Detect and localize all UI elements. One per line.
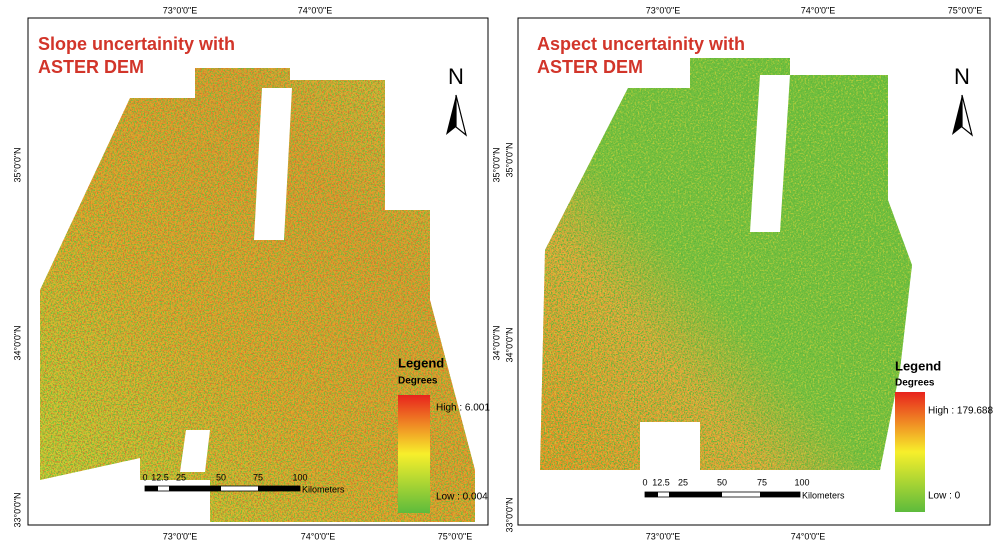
right-coord: 34°0'0"N (491, 325, 501, 360)
left-coord: 34°0'0"N (12, 325, 22, 360)
bottom-coord: 74°0'0"E (791, 531, 826, 541)
scale-label: 50 (216, 472, 226, 482)
scale-unit: Kilometers (802, 490, 845, 500)
scale-label: 12.5 (652, 477, 670, 487)
scale-label: 100 (794, 477, 809, 487)
north-label: N (954, 64, 970, 89)
bottom-coord: 73°0'0"E (163, 531, 198, 541)
scale-seg (645, 492, 658, 497)
top-coord: 75°0'0"E (948, 5, 983, 15)
map-title: ASTER DEM (537, 57, 643, 77)
left-coord: 33°0'0"N (12, 492, 22, 527)
legend-ramp (398, 395, 430, 513)
legend-unit: Degrees (398, 376, 438, 387)
left-coord: 33°0'0"N (504, 497, 514, 532)
scale-label: 75 (253, 472, 263, 482)
bottom-coord: 75°0'0"E (438, 531, 473, 541)
scale-seg (169, 486, 180, 491)
scale-seg (180, 486, 221, 491)
scale-label: 25 (678, 477, 688, 487)
slope-panel: 73°0'0"E 74°0'0"E 73°0'0"E 74°0'0"E 75°0… (12, 5, 501, 541)
figure: 73°0'0"E 74°0'0"E 73°0'0"E 74°0'0"E 75°0… (0, 0, 997, 547)
left-coord: 34°0'0"N (504, 327, 514, 362)
data-gap (678, 425, 700, 470)
legend-title: Legend (895, 358, 941, 373)
scale-seg (669, 492, 681, 497)
scale-label: 12.5 (151, 472, 169, 482)
bottom-coord: 73°0'0"E (646, 531, 681, 541)
scale-seg (145, 486, 158, 491)
top-coord: 73°0'0"E (163, 5, 198, 15)
right-coord: 35°0'0"N (491, 147, 501, 182)
top-coord: 74°0'0"E (298, 5, 333, 15)
scale-label: 100 (292, 472, 307, 482)
legend-low: Low : 0.004 (436, 492, 488, 503)
legend-high: High : 179.688 (928, 406, 993, 417)
legend-high: High : 6.001 (436, 403, 490, 414)
left-coord: 35°0'0"N (12, 147, 22, 182)
north-label: N (448, 64, 464, 89)
left-coord: 35°0'0"N (504, 142, 514, 177)
legend-low: Low : 0 (928, 491, 961, 502)
scale-label: 75 (757, 477, 767, 487)
scale-label: 0 (142, 472, 147, 482)
scale-label: 0 (642, 477, 647, 487)
scale-seg (258, 486, 300, 491)
top-coord: 73°0'0"E (646, 5, 681, 15)
top-coord: 74°0'0"E (801, 5, 836, 15)
legend-title: Legend (398, 355, 444, 370)
legend-unit: Degrees (895, 378, 935, 389)
bottom-coord: 74°0'0"E (301, 531, 336, 541)
scale-label: 50 (717, 477, 727, 487)
scale-seg (681, 492, 722, 497)
scale-label: 25 (176, 472, 186, 482)
map-title: ASTER DEM (38, 57, 144, 77)
scale-unit: Kilometers (302, 484, 345, 494)
map-title: Aspect uncertainity with (537, 34, 745, 54)
legend-ramp (895, 392, 925, 512)
map-title: Slope uncertainity with (38, 34, 235, 54)
aspect-panel: 73°0'0"E 74°0'0"E 75°0'0"E 73°0'0"E 74°0… (504, 5, 993, 541)
scale-seg (760, 492, 800, 497)
